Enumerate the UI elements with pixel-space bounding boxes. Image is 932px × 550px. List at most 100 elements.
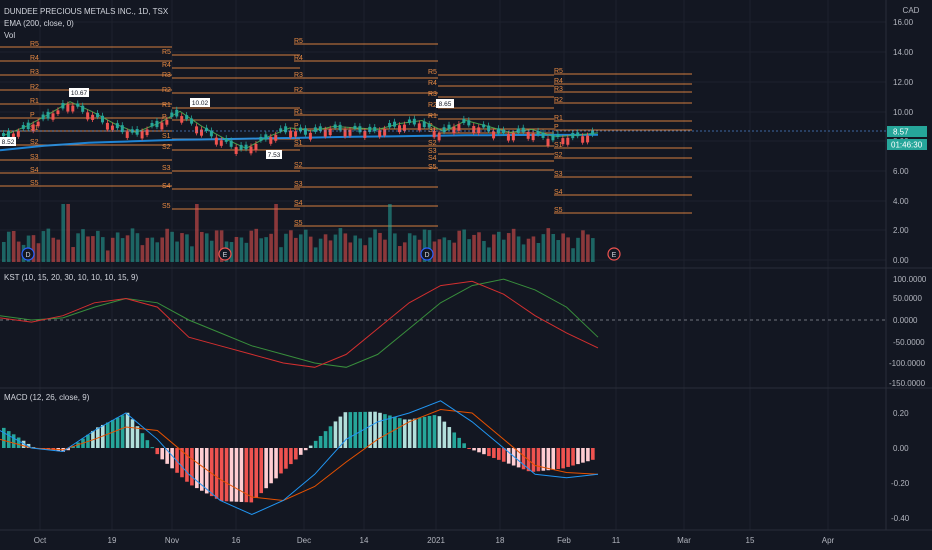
macd-histogram-bar xyxy=(343,412,348,448)
time-label-6: 14 xyxy=(360,536,369,545)
volume-bar xyxy=(180,233,184,262)
volume-bar xyxy=(591,238,595,262)
vol-legend[interactable]: Vol xyxy=(4,31,15,40)
pivot-label: S5 xyxy=(428,164,437,171)
candle-body xyxy=(229,140,233,147)
volume-bar xyxy=(31,235,36,262)
volume-bar xyxy=(155,242,160,262)
macd-histogram-bar xyxy=(576,448,580,465)
macd-histogram-bar xyxy=(294,448,298,460)
macd-histogram-bar xyxy=(497,448,501,460)
macd-legend[interactable]: MACD (12, 26, close, 9) xyxy=(4,393,90,402)
candle-body xyxy=(279,128,283,132)
candle-body xyxy=(224,138,228,142)
candle-body xyxy=(477,127,481,134)
pivot-label: P xyxy=(294,123,299,130)
pivot-label: R1 xyxy=(162,102,171,109)
point-label-3: 7.53 xyxy=(266,150,282,159)
volume-bar xyxy=(254,228,259,262)
volume-bar xyxy=(526,238,531,262)
ema-legend[interactable]: EMA (200, close, 0) xyxy=(4,19,74,28)
volume-bar xyxy=(239,237,244,262)
earnings-marker-1[interactable]: E xyxy=(218,247,232,261)
dividend-marker-2[interactable]: D xyxy=(420,247,434,261)
volume-bar xyxy=(86,236,90,262)
volume-bar xyxy=(556,240,560,262)
volume-bar xyxy=(185,234,189,262)
candle-body xyxy=(105,122,109,130)
candle-body xyxy=(135,129,139,135)
candle-body xyxy=(323,129,327,137)
pivot-label: S3 xyxy=(294,181,303,188)
macd-histogram-bar xyxy=(328,426,333,448)
pivot-label: R5 xyxy=(294,38,303,45)
macd-line xyxy=(0,400,599,516)
last-price-badge[interactable]: 8.57 xyxy=(887,126,927,137)
candle-body xyxy=(200,129,203,136)
volume-bar xyxy=(412,235,417,262)
kst-legend[interactable]: KST (10, 15, 20, 30, 10, 10, 10, 15, 9) xyxy=(4,273,139,282)
volume-bar xyxy=(323,234,328,262)
candle-body xyxy=(46,111,50,119)
point-label-text-1: 10.67 xyxy=(71,90,88,97)
volume-bar xyxy=(234,236,239,262)
candle-body xyxy=(591,130,595,136)
candle-body xyxy=(190,118,194,124)
macd-histogram-bar xyxy=(467,448,471,449)
symbol-title[interactable]: DUNDEE PRECIOUS METALS INC., 1D, TSX xyxy=(4,7,169,16)
volume-bar xyxy=(41,231,46,262)
candle-body xyxy=(363,130,367,138)
macd-histogram-bar xyxy=(289,448,293,465)
macd-histogram-bar xyxy=(457,437,461,448)
volume-bar xyxy=(66,204,70,262)
pivot-label: S1 xyxy=(554,142,563,149)
time-label-9: Feb xyxy=(557,536,571,545)
macd-histogram-bar xyxy=(358,411,362,448)
candle-body xyxy=(358,126,362,133)
volume-bar xyxy=(96,230,100,262)
volume-bar xyxy=(209,240,214,262)
candle-body xyxy=(373,127,377,132)
volume-bar xyxy=(229,242,234,262)
candle-body xyxy=(269,136,273,144)
candle-body xyxy=(36,121,40,127)
currency-label[interactable]: CAD xyxy=(903,6,920,15)
pivot-label: S3 xyxy=(30,154,39,161)
candle-body xyxy=(576,132,580,137)
kst-axis[interactable]: 100.0000 50.0000 0.0000 -50.0000 -100.00… xyxy=(889,275,927,388)
volume-bar xyxy=(318,238,323,262)
candle-body xyxy=(348,129,352,136)
volume-bar xyxy=(36,243,41,262)
candle-body xyxy=(581,136,585,143)
candle-body xyxy=(195,126,199,134)
macd-histogram-bar xyxy=(105,422,110,448)
macd-axis[interactable]: 0.20 0.00 -0.20 -0.40 xyxy=(891,409,910,523)
candle-body xyxy=(160,122,164,130)
pivot-label: S4 xyxy=(294,200,303,207)
point-label-text-4: 8.65 xyxy=(439,101,452,108)
candle-body xyxy=(209,130,213,137)
pivot-label: S3 xyxy=(554,171,563,178)
volume-bar xyxy=(76,233,80,262)
macd-histogram-bar xyxy=(229,448,234,502)
candle-body xyxy=(566,137,570,145)
candle-body xyxy=(61,103,65,109)
pivot-label: S3 xyxy=(162,165,171,172)
macd-histogram-bar xyxy=(402,419,407,448)
macd-histogram-bar xyxy=(2,427,6,448)
volume-bar xyxy=(501,239,506,262)
volume-bar xyxy=(378,232,382,262)
volume-bar xyxy=(274,204,278,262)
point-label-text-5: 8.52 xyxy=(2,139,15,146)
earnings-marker-2[interactable]: E xyxy=(607,247,621,261)
volume-bar xyxy=(586,234,590,262)
dividend-marker-1[interactable]: D xyxy=(21,247,35,261)
candle-body xyxy=(546,138,550,146)
price-tick-7: 4.00 xyxy=(893,197,909,206)
volume-bar xyxy=(269,233,273,262)
macd-histogram-bar xyxy=(422,416,427,448)
time-axis[interactable]: Oct 19 Nov 16 Dec 14 2021 18 Feb 11 Mar … xyxy=(34,536,835,545)
volume-bar xyxy=(165,228,169,262)
macd-histogram-bar xyxy=(224,448,229,502)
